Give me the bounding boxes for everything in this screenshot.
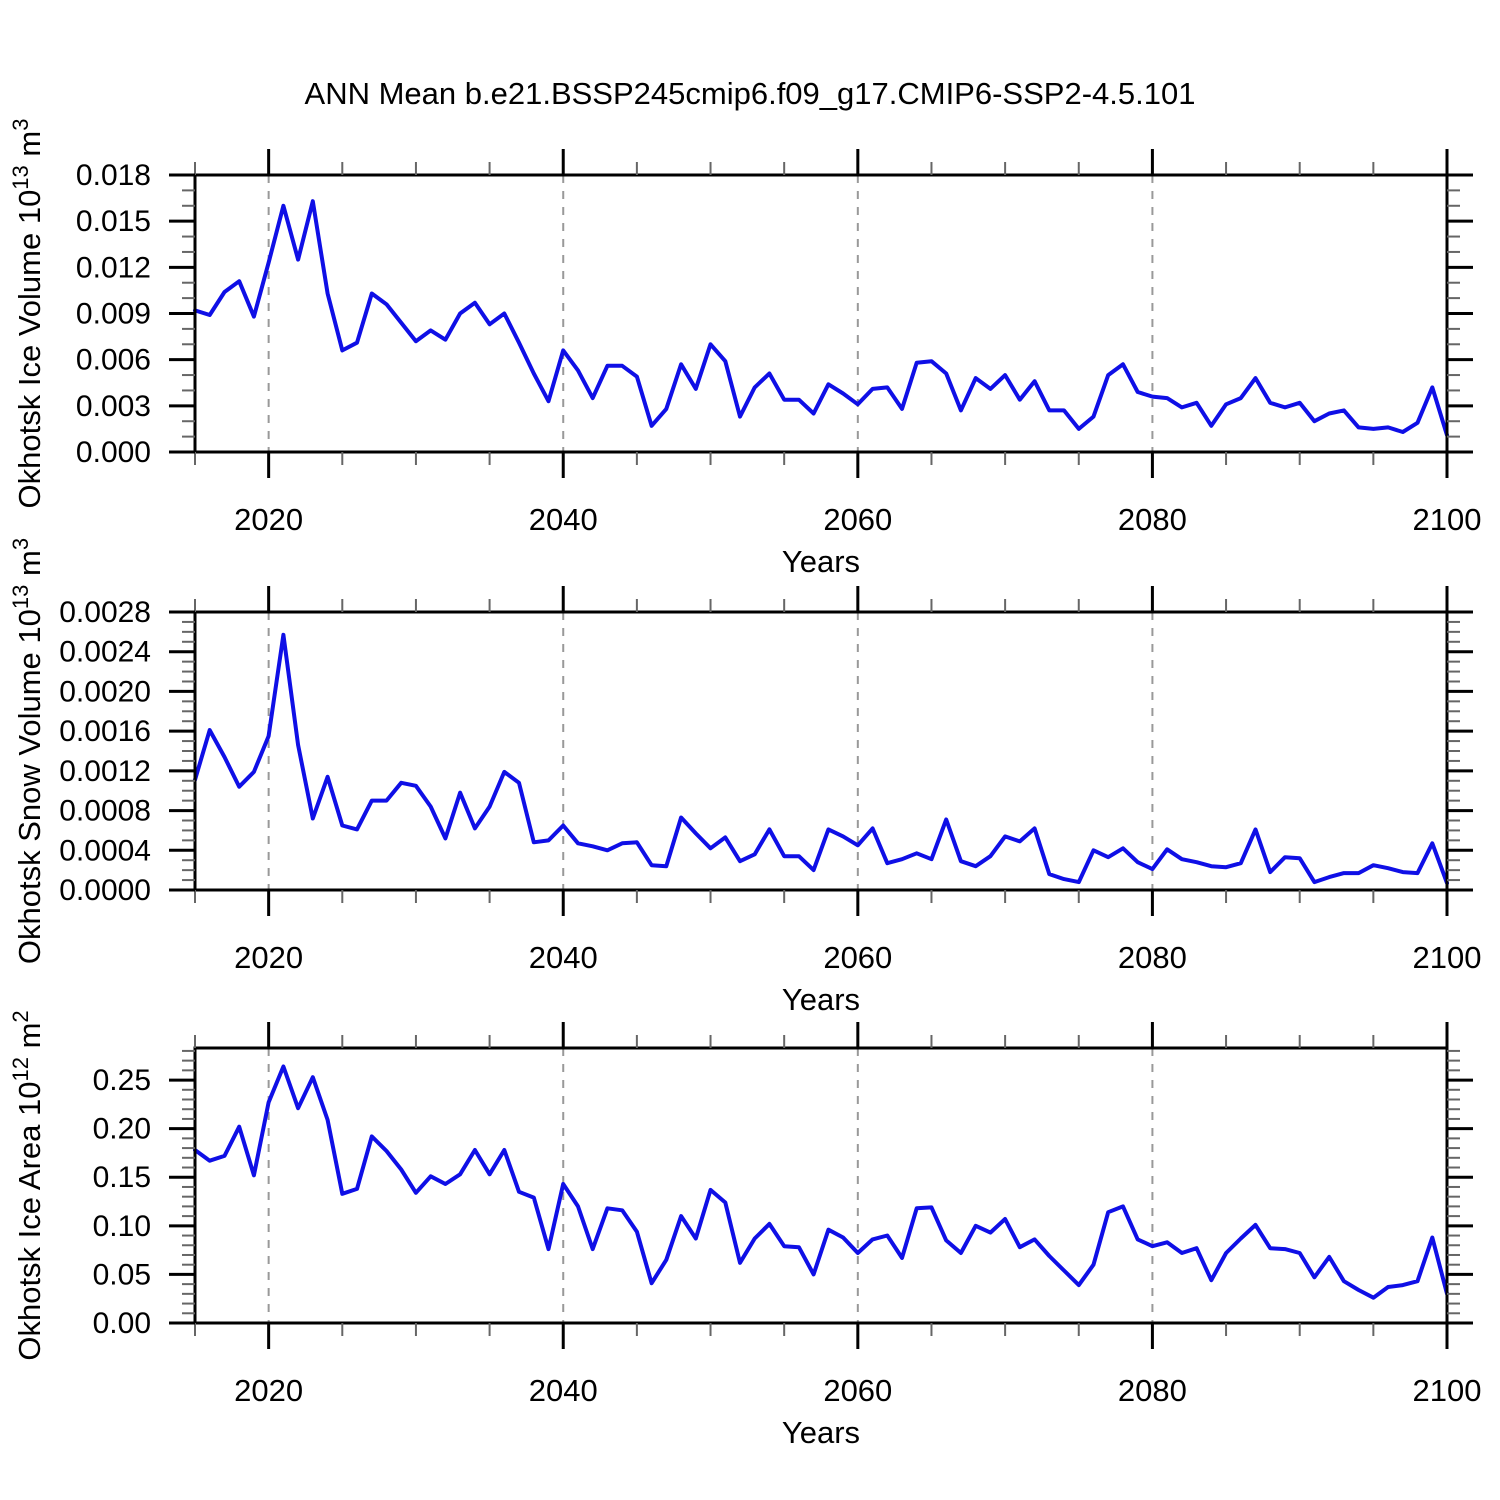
x-tick-label: 2020 <box>234 1373 303 1408</box>
x-tick-label: 2100 <box>1413 940 1482 975</box>
y-tick-label: 0.0020 <box>59 675 151 708</box>
x-tick-label: 2080 <box>1118 940 1187 975</box>
y-tick-label: 0.009 <box>76 298 151 331</box>
x-tick-label: 2020 <box>234 502 303 537</box>
panels-group: 0.000 0.003 0.006 0.009 0.012 0.015 0.018 2020 2… <box>8 119 1481 1450</box>
x-tick-label: 2060 <box>823 502 892 537</box>
y-tick-label: 0.0000 <box>59 874 151 907</box>
y-tick-label: 0.00 <box>93 1307 151 1340</box>
y-tick-label: 0.15 <box>93 1161 151 1194</box>
y-tick-label: 0.05 <box>93 1258 151 1291</box>
x-tick-label: 2020 <box>234 940 303 975</box>
y-tick-label: 0.0024 <box>59 636 151 669</box>
plot-box <box>193 173 1449 454</box>
x-tick-label: 2040 <box>529 940 598 975</box>
y-tick-label: 0.0004 <box>59 834 151 867</box>
panel-ice-volume: 0.000 0.003 0.006 0.009 0.012 0.015 0.018 2020 2… <box>8 119 1481 579</box>
x-tick-label: 2100 <box>1413 502 1482 537</box>
data-line-ice-volume <box>193 199 1449 438</box>
y-tick-label: 0.006 <box>76 344 151 377</box>
y-tick-label: 0.018 <box>76 159 151 192</box>
x-axis-title: Years <box>782 982 860 1017</box>
y-axis-title: Okhotsk Ice Volume 1013 m3 <box>8 119 47 509</box>
y-tick-label: 0.10 <box>93 1210 151 1243</box>
x-tick-label: 2100 <box>1413 1373 1482 1408</box>
x-axis-title: Years <box>782 544 860 579</box>
x-axis-title: Years <box>782 1415 860 1450</box>
panel-ice-area: 0.00 0.05 0.10 0.15 0.20 0.25 2020 2040 2060 2080… <box>8 1010 1481 1450</box>
figure-title: ANN Mean b.e21.BSSP245cmip6.f09_g17.CMIP… <box>305 76 1196 111</box>
panel-snow-volume: 0.0000 0.0004 0.0008 0.0012 0.0016 0.0020 0.00… <box>8 538 1481 1017</box>
x-tick-label: 2080 <box>1118 1373 1187 1408</box>
y-tick-label: 0.000 <box>76 436 151 469</box>
y-tick-label: 0.0008 <box>59 795 151 828</box>
data-line-snow-volume <box>193 632 1449 885</box>
plot-box <box>193 1046 1449 1325</box>
y-tick-label: 0.0028 <box>59 596 151 629</box>
y-axis-title: Okhotsk Ice Area 1012 m2 <box>8 1010 47 1360</box>
y-tick-label: 0.003 <box>76 390 151 423</box>
y-tick-label: 0.20 <box>93 1113 151 1146</box>
y-axis-title: Okhotsk Snow Volume 1013 m3 <box>8 538 47 964</box>
data-line-ice-area <box>193 1064 1449 1300</box>
y-tick-label: 0.0012 <box>59 755 151 788</box>
y-tick-label: 0.015 <box>76 205 151 238</box>
y-tick-label: 0.0016 <box>59 715 151 748</box>
x-tick-label: 2060 <box>823 940 892 975</box>
x-tick-label: 2080 <box>1118 502 1187 537</box>
x-tick-label: 2040 <box>529 1373 598 1408</box>
y-tick-label: 0.012 <box>76 251 151 284</box>
y-tick-label: 0.25 <box>93 1064 151 1097</box>
x-tick-label: 2060 <box>823 1373 892 1408</box>
x-tick-label: 2040 <box>529 502 598 537</box>
